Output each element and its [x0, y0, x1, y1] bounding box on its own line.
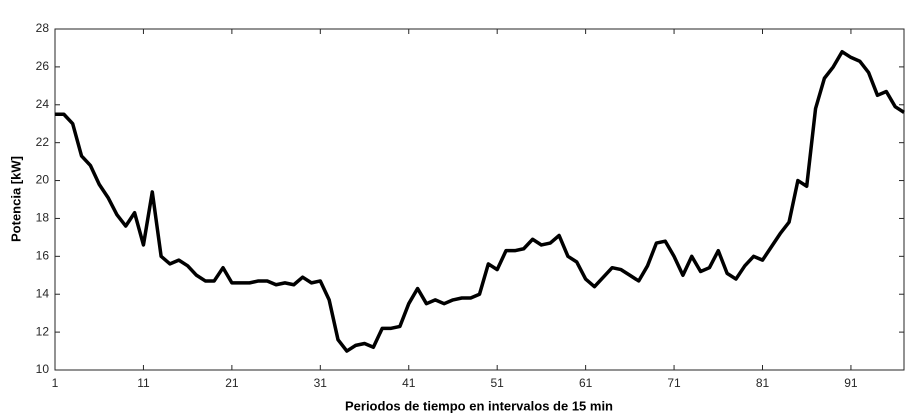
y-tick-label: 20: [36, 173, 50, 187]
y-tick-label: 12: [36, 324, 50, 338]
x-tick-label: 21: [225, 376, 239, 390]
x-tick-label: 81: [756, 376, 770, 390]
x-tick-label: 91: [844, 376, 858, 390]
y-tick-label: 26: [36, 59, 50, 73]
data-line: [55, 49, 905, 353]
x-tick-label: 41: [402, 376, 416, 390]
x-axis-title: Periodos de tiempo en intervalos de 15 m…: [345, 398, 613, 413]
x-tick-label: 71: [667, 376, 681, 390]
y-tick-label: 16: [36, 249, 50, 263]
y-tick-label: 10: [36, 362, 50, 376]
y-tick-label: 24: [36, 97, 50, 111]
x-tick-label: 61: [579, 376, 593, 390]
x-tick-label: 31: [314, 376, 328, 390]
x-tick-label: 1: [52, 376, 59, 390]
plot-area: [54, 28, 905, 371]
y-tick-label: 18: [36, 211, 50, 225]
y-tick-label: 22: [36, 135, 50, 149]
y-axis-title: Potencia [kW]: [8, 156, 23, 242]
x-tick-label: 51: [491, 376, 505, 390]
y-tick-label: 28: [36, 21, 50, 35]
x-tick-label: 11: [137, 376, 150, 390]
y-tick-label: 14: [36, 286, 50, 300]
